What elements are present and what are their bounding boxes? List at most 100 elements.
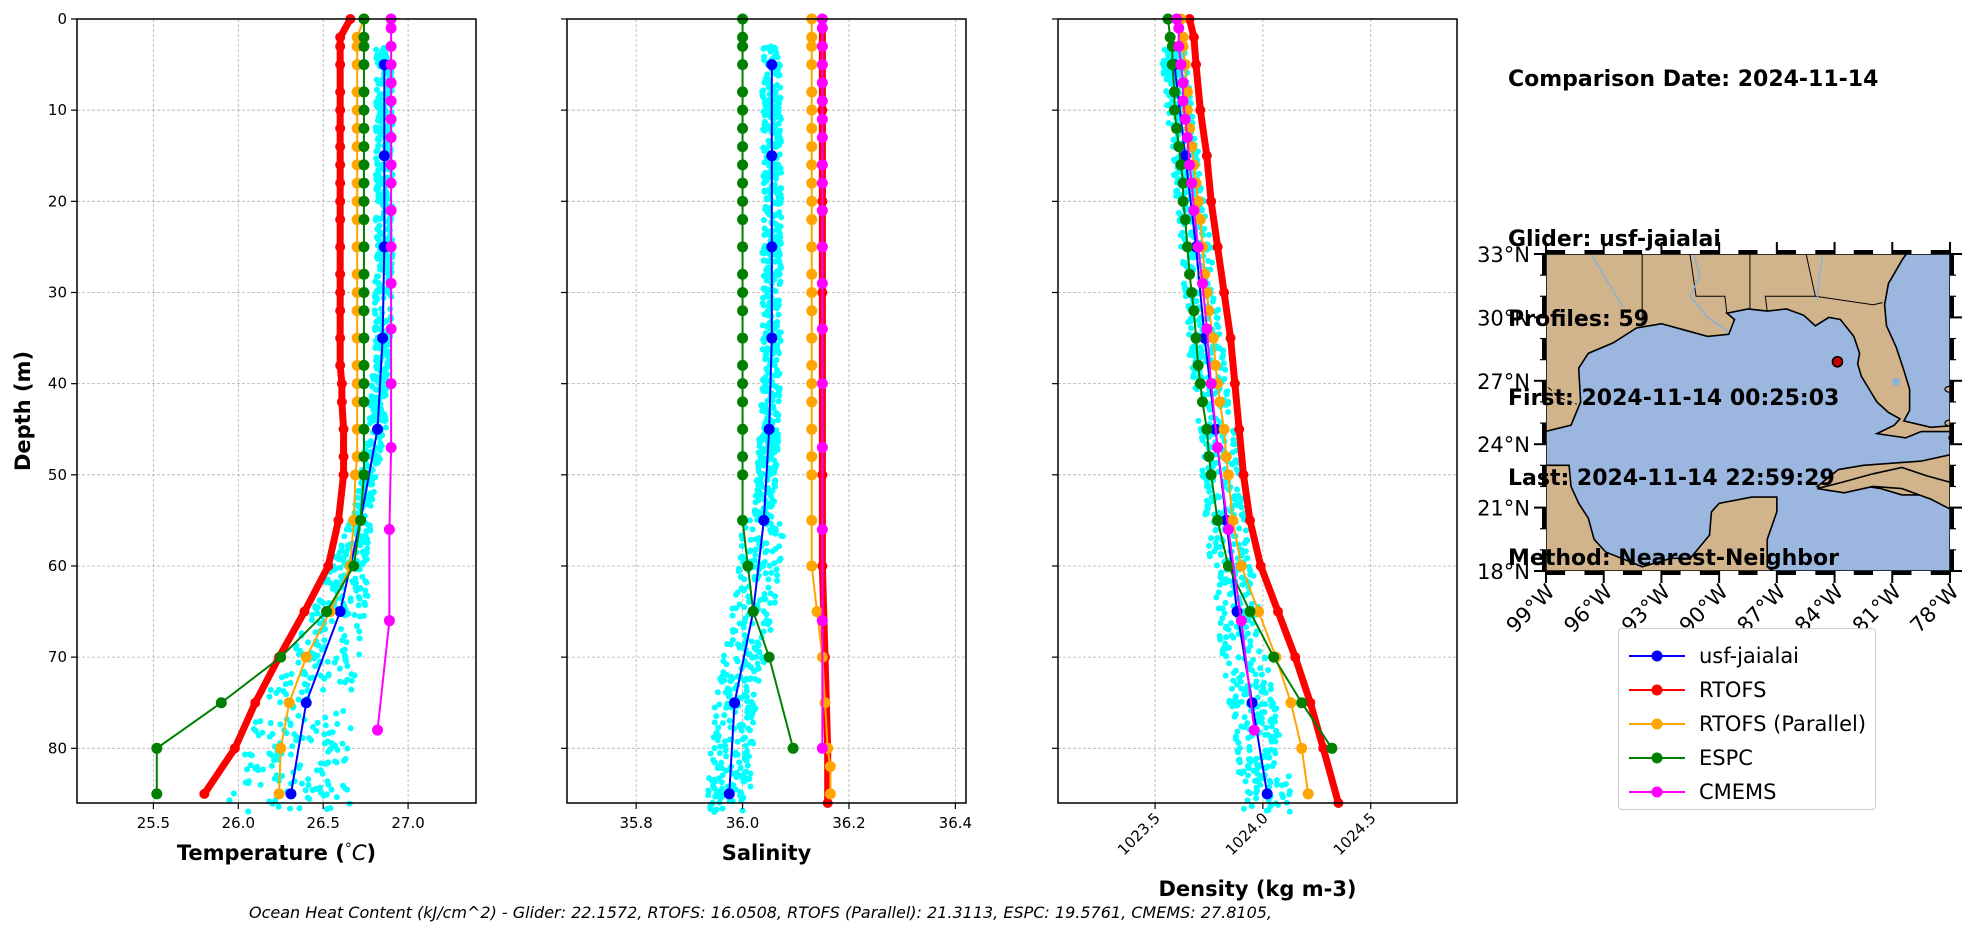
glider-scatter-point	[760, 144, 767, 151]
glider-scatter-point	[722, 689, 729, 696]
glider-scatter-point	[1272, 713, 1279, 720]
glider-scatter-point	[734, 738, 741, 745]
glider-scatter-point	[764, 209, 771, 216]
series-point-cmems	[1181, 132, 1193, 144]
glider-scatter-point	[382, 366, 389, 373]
glider-scatter-point	[1264, 763, 1271, 770]
legend-label: CMEMS	[1699, 780, 1777, 804]
glider-scatter-point	[752, 551, 759, 558]
map-border-segment	[1834, 250, 1854, 254]
glider-scatter-point	[267, 720, 274, 727]
glider-scatter-point	[1224, 388, 1231, 395]
glider-scatter-point	[716, 750, 723, 757]
map-border-segment	[1542, 423, 1546, 445]
series-point-rtofs-parallel-	[1227, 514, 1239, 526]
atlantic-ocean	[1883, 254, 1950, 429]
glider-scatter-point	[741, 755, 748, 762]
glider-scatter-point	[759, 249, 766, 256]
y-tick-label: 20	[48, 192, 67, 210]
glider-scatter-point	[719, 673, 726, 680]
series-point-cmems	[1173, 22, 1185, 34]
series-point-espc	[358, 40, 370, 52]
glider-scatter-point	[373, 46, 380, 53]
legend: usf-jaialai RTOFS RTOFS (Parallel) ESPC CMEM…	[1618, 628, 1876, 810]
series-point-usf-jaialai	[300, 697, 312, 709]
glider-scatter-point	[1224, 400, 1231, 407]
glider-scatter-point	[775, 398, 782, 405]
glider-scatter-point	[1256, 713, 1263, 720]
glider-scatter-point	[257, 781, 264, 788]
glider-scatter-point	[742, 768, 749, 775]
glider-scatter-point	[765, 97, 772, 104]
glider-scatter-point	[1241, 714, 1248, 721]
map-border-segment	[1584, 571, 1604, 575]
glider-scatter-point	[371, 299, 378, 306]
series-point-espc	[358, 396, 370, 408]
glider-scatter-point	[1163, 102, 1170, 109]
map-border-segment	[1950, 317, 1954, 339]
cuba	[1817, 466, 1950, 510]
glider-scatter-point	[344, 676, 351, 683]
series-point-espc	[151, 742, 163, 754]
glider-scatter-point	[762, 204, 769, 211]
glider-scatter-point	[252, 719, 259, 726]
series-point-rtofs-parallel-	[806, 104, 818, 116]
map-border-segment	[1719, 571, 1739, 575]
glider-scatter-point	[1197, 344, 1204, 351]
glider-scatter-point	[356, 635, 363, 642]
glider-scatter-point	[1222, 640, 1229, 647]
glider-scatter-point	[767, 626, 774, 633]
glider-scatter-point	[1226, 644, 1233, 651]
glider-scatter-point	[367, 490, 374, 497]
lat-tick-label: 24°N	[1477, 433, 1530, 457]
glider-scatter-point	[377, 266, 384, 273]
glider-scatter-point	[729, 612, 736, 619]
series-point-rtofs-parallel-	[824, 788, 836, 800]
glider-scatter-point	[348, 677, 355, 684]
map-border-segment	[1603, 250, 1623, 254]
glider-scatter-point	[748, 664, 755, 671]
series-point-cmems	[385, 22, 397, 34]
map-border-segment	[1950, 444, 1954, 466]
glider-scatter-point	[772, 45, 779, 52]
glider-scatter-point	[707, 750, 714, 757]
glider-scatter-point	[769, 397, 776, 404]
series-point-rtofs	[335, 86, 346, 97]
glider-scatter-point	[760, 294, 767, 301]
glider-scatter-point	[745, 598, 752, 605]
lat-tick-label: 18°N	[1477, 560, 1530, 584]
glider-scatter-point	[364, 539, 371, 546]
series-point-cmems	[816, 22, 828, 34]
map-border-segment	[1680, 250, 1700, 254]
series-point-cmems	[816, 323, 828, 335]
series-point-rtofs-parallel-	[824, 761, 836, 773]
glider-scatter-point	[752, 536, 759, 543]
glider-scatter-point	[1266, 754, 1273, 761]
map-border-segment	[1546, 571, 1566, 575]
glider-scatter-point	[1229, 460, 1236, 467]
glider-scatter-point	[1243, 624, 1250, 631]
glider-scatter-point	[280, 688, 287, 695]
series-point-espc	[358, 378, 370, 390]
series-point-espc	[737, 469, 749, 481]
series-point-rtofs	[1212, 241, 1223, 252]
glider-scatter-point	[331, 742, 338, 749]
glider-scatter-point	[741, 604, 748, 611]
map-border-segment	[1911, 571, 1931, 575]
map-border-segment	[1642, 571, 1662, 575]
series-point-rtofs-parallel-	[1235, 560, 1247, 572]
glider-scatter-point	[752, 705, 759, 712]
glider-scatter-point	[726, 736, 733, 743]
glider-scatter-point	[1267, 746, 1274, 753]
glider-scatter-point	[1206, 542, 1213, 549]
glider-scatter-point	[711, 759, 718, 766]
glider-scatter-point	[288, 671, 295, 678]
glider-scatter-point	[287, 722, 294, 729]
glider-scatter-point	[1221, 375, 1228, 382]
ohc-footer: Ocean Heat Content (kJ/cm^2) - Glider: 2…	[0, 903, 1987, 922]
series-point-rtofs-parallel-	[806, 451, 818, 463]
glider-scatter-point	[763, 540, 770, 547]
glider-scatter-point	[248, 752, 255, 759]
series-point-rtofs	[336, 396, 347, 407]
y-tick-label: 0	[57, 10, 67, 28]
